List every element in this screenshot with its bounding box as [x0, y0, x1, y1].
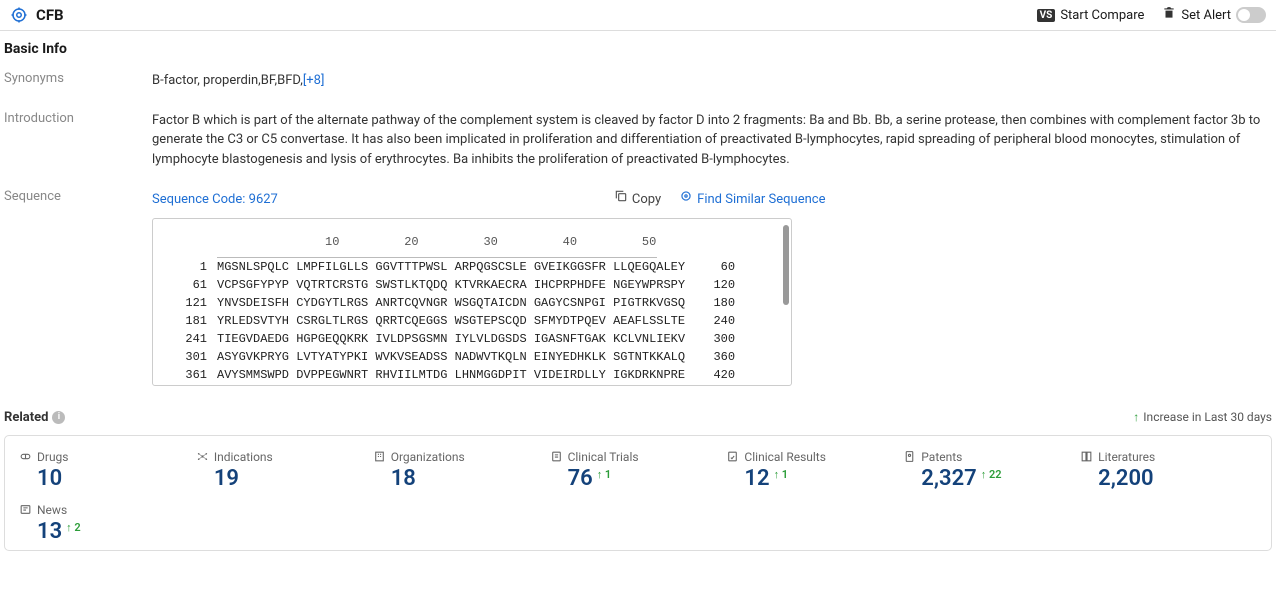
target-icon [10, 6, 28, 24]
set-alert-label: Set Alert [1181, 8, 1231, 23]
stat-label: Clinical Results [744, 450, 826, 464]
start-compare-label: Start Compare [1060, 8, 1144, 23]
stat-value: 2,200 [1098, 466, 1153, 491]
news-icon [19, 503, 32, 516]
clinical-trials-icon [550, 450, 563, 463]
stat-label: Patents [921, 450, 962, 464]
find-similar-button[interactable]: Find Similar Sequence [679, 189, 825, 210]
stat-label: Clinical Trials [568, 450, 639, 464]
copy-icon [614, 189, 628, 210]
vs-icon: VS [1037, 9, 1056, 22]
sequence-line: 241TIEGVDAEDG HGPGEQQKRK IVLDPSGSMN IYLV… [173, 330, 761, 348]
indications-icon [196, 450, 209, 463]
sequence-content: Sequence Code: 9627 Copy Find Similar Se… [152, 189, 1272, 386]
stat-label: Organizations [391, 450, 465, 464]
sequence-header: Sequence Code: 9627 Copy Find Similar Se… [152, 189, 1272, 210]
sequence-line: 181YRLEDSVTYH CSRGLTLRGS QRRTCQEGGS WSGT… [173, 312, 761, 330]
synonyms-value: B-factor, properdin,BF,BFD,[+8] [152, 71, 1272, 91]
stat-value: 18 [391, 466, 416, 491]
introduction-label: Introduction [4, 111, 152, 126]
synonyms-row: Synonyms B-factor, properdin,BF,BFD,[+8] [4, 71, 1272, 91]
stat-value: 10 [37, 466, 62, 491]
set-alert-button[interactable]: Set Alert [1162, 6, 1266, 24]
related-header: Related i ↑ Increase in Last 30 days [0, 410, 1276, 425]
drugs-icon [19, 450, 32, 463]
sequence-code-link[interactable]: Sequence Code: 9627 [152, 190, 278, 210]
stat-literatures[interactable]: Literatures 2,200 [1080, 450, 1257, 491]
sequence-ruler: 10 20 30 40 50 [217, 229, 657, 258]
stat-label: Literatures [1098, 450, 1155, 464]
stat-clinical-trials[interactable]: Clinical Trials 76 ↑ 1 [550, 450, 727, 491]
sequence-line: 301ASYGVKPRYG LVTYATYPKI WVKVSEADSS NADW… [173, 348, 761, 366]
literatures-icon [1080, 450, 1093, 463]
stat-label: Drugs [37, 450, 69, 464]
stat-delta: ↑ 1 [774, 466, 789, 481]
target-small-icon [679, 189, 693, 210]
stats-grid: Drugs 10 Indications 19 Organizations 18 Clini… [4, 435, 1272, 551]
stat-label: News [37, 503, 67, 517]
sequence-row: Sequence Sequence Code: 9627 Copy Find S… [4, 189, 1272, 386]
stat-value: 13 [37, 519, 62, 544]
info-icon[interactable]: i [52, 411, 65, 424]
topbar-right: VS Start Compare Set Alert [1037, 6, 1266, 24]
stat-value: 2,327 [921, 466, 976, 491]
related-title: Related i [4, 410, 65, 425]
stat-organizations[interactable]: Organizations 18 [373, 450, 550, 491]
copy-button[interactable]: Copy [614, 189, 661, 210]
legend: ↑ Increase in Last 30 days [1133, 410, 1272, 424]
organizations-icon [373, 450, 386, 463]
stat-indications[interactable]: Indications 19 [196, 450, 373, 491]
stat-delta: ↑ 22 [981, 466, 1002, 481]
alert-toggle[interactable] [1236, 7, 1266, 23]
arrow-up-icon: ↑ [1133, 410, 1139, 424]
synonyms-label: Synonyms [4, 71, 152, 86]
basic-info-title: Basic Info [4, 41, 1272, 57]
synonyms-more-link[interactable]: [+8] [303, 73, 325, 88]
introduction-text: Factor B which is part of the alternate … [152, 111, 1272, 170]
stat-drugs[interactable]: Drugs 10 [19, 450, 196, 491]
stat-delta: ↑ 2 [66, 519, 81, 534]
sequence-lines: 1MGSNLSPQLC LMPFILGLLS GGVTTTPWSL ARPQGS… [173, 258, 761, 384]
page-title: CFB [36, 6, 64, 24]
sequence-line: 121YNVSDEISFH CYDGYTLRGS ANRTCQVNGR WSGQ… [173, 294, 761, 312]
stat-news[interactable]: News 13 ↑ 2 [19, 503, 196, 544]
sequence-label: Sequence [4, 189, 152, 204]
stat-value: 12 [744, 466, 769, 491]
sequence-box: 10 20 30 40 50 1MGSNLSPQLC LMPFILGLLS GG… [152, 218, 792, 386]
stat-label: Indications [214, 450, 273, 464]
stat-value: 76 [568, 466, 593, 491]
start-compare-button[interactable]: VS Start Compare [1037, 8, 1145, 23]
sequence-line: 361AVYSMMSWPD DVPPEGWNRT RHVIILMTDG LHNM… [173, 366, 761, 384]
stat-patents[interactable]: Patents 2,327 ↑ 22 [903, 450, 1080, 491]
stat-value: 19 [214, 466, 239, 491]
sequence-scrollbar[interactable] [783, 225, 789, 305]
patents-icon [903, 450, 916, 463]
alert-icon [1162, 6, 1176, 24]
stat-delta: ↑ 1 [597, 466, 612, 481]
topbar: CFB VS Start Compare Set Alert [0, 0, 1276, 31]
sequence-line: 61VCPSGFYPYP VQTRTCRSTG SWSTLKTQDQ KTVRK… [173, 276, 761, 294]
topbar-left: CFB [10, 6, 64, 24]
clinical-results-icon [726, 450, 739, 463]
introduction-row: Introduction Factor B which is part of t… [4, 111, 1272, 170]
stat-clinical-results[interactable]: Clinical Results 12 ↑ 1 [726, 450, 903, 491]
sequence-line: 1MGSNLSPQLC LMPFILGLLS GGVTTTPWSL ARPQGS… [173, 258, 761, 276]
basic-info-section: Basic Info Synonyms B-factor, properdin,… [0, 31, 1276, 386]
